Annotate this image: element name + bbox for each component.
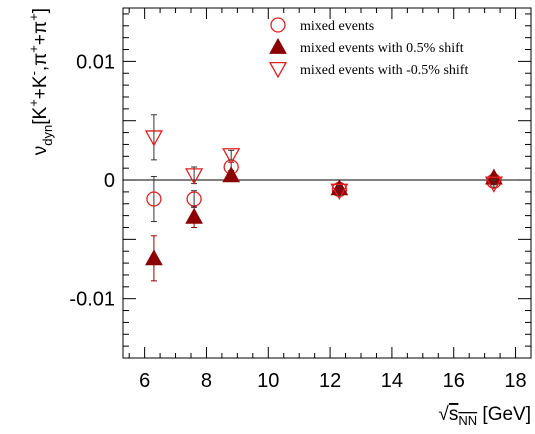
plot-frame bbox=[122, 7, 532, 359]
y-axis-label-sub: dyn bbox=[40, 125, 55, 146]
x-axis-label-main: s bbox=[449, 404, 459, 425]
legend-label: mixed events with -0.5% shift bbox=[300, 63, 468, 78]
point-shift-minus bbox=[484, 176, 504, 193]
y-tick-label: 0 bbox=[104, 170, 115, 192]
x-axis-label-sub: NN bbox=[458, 413, 477, 428]
data-marks bbox=[144, 114, 504, 282]
x-tick-label: 10 bbox=[257, 370, 279, 392]
point-shift-minus bbox=[222, 148, 241, 165]
y-axis-ticks: 0.01 0 -0.01 bbox=[69, 13, 531, 347]
y-axis-label-k1: K bbox=[30, 106, 51, 119]
point-mixed-events bbox=[146, 191, 162, 207]
point-shift-minus bbox=[184, 168, 204, 185]
y-axis-label-plus1: +K bbox=[30, 75, 51, 99]
y-axis-label-sup4: + bbox=[26, 13, 41, 21]
point-shift-plus bbox=[145, 249, 163, 266]
point-shift-plus bbox=[222, 166, 241, 183]
y-tick-label: 0.01 bbox=[76, 51, 115, 73]
y-axis-label-rb: ] bbox=[30, 8, 51, 13]
x-tick-label: 8 bbox=[201, 370, 212, 392]
legend: mixed events mixed events with 0.5% shift… bbox=[268, 17, 468, 79]
x-tick-label: 6 bbox=[139, 370, 150, 392]
x-axis-label-sqrt: √ bbox=[438, 404, 449, 425]
x-tick-label: 12 bbox=[319, 370, 341, 392]
x-axis-label: √sNN [GeV] bbox=[438, 404, 531, 428]
y-axis-label-comma: ,π bbox=[30, 53, 51, 71]
legend-marker bbox=[269, 37, 287, 54]
y-tick-label: -0.01 bbox=[69, 289, 115, 311]
x-tick-label: 18 bbox=[504, 370, 526, 392]
y-axis-label-plus2: +π bbox=[30, 21, 51, 45]
x-axis-label-unit: [GeV] bbox=[477, 404, 531, 425]
y-axis-label-nu: ν bbox=[30, 146, 51, 156]
y-axis-label-sup1: + bbox=[26, 99, 41, 107]
point-shift-plus bbox=[185, 207, 203, 224]
x-tick-label: 16 bbox=[443, 370, 465, 392]
legend-label: mixed events with 0.5% shift bbox=[300, 41, 464, 56]
legend-marker bbox=[270, 17, 286, 33]
y-axis-label: νdyn[K++K-,π++π+] bbox=[26, 8, 55, 155]
point-shift-minus bbox=[330, 183, 349, 201]
y-axis-label-sup3: + bbox=[26, 45, 41, 53]
x-tick-label: 14 bbox=[381, 370, 403, 392]
x-axis-ticks: 6 8 10 12 14 16 18 bbox=[128, 8, 532, 392]
y-axis-label-lb: [ bbox=[30, 119, 51, 125]
point-shift-minus bbox=[144, 130, 164, 147]
legend-marker bbox=[268, 61, 288, 79]
legend-label: mixed events bbox=[300, 19, 374, 34]
y-axis-label-sup2: - bbox=[26, 71, 41, 75]
